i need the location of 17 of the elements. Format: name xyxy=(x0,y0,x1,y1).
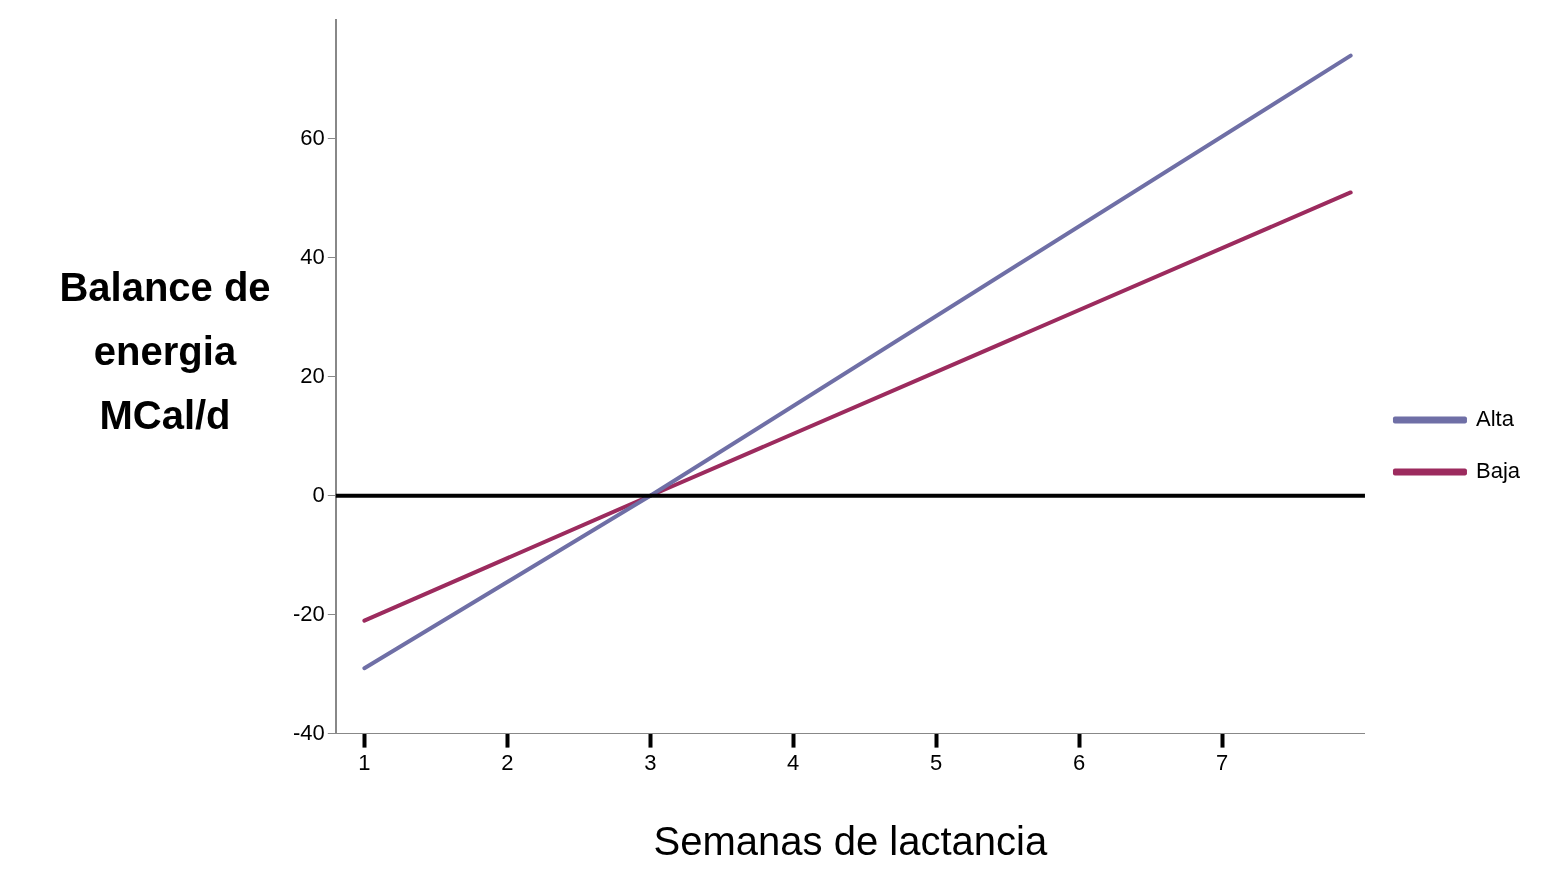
legend-label: Alta xyxy=(1475,406,1515,432)
y-axis-title: Balance de energia MCal/d xyxy=(58,264,272,439)
x-axis-title: Semanas de lactancia xyxy=(653,819,1048,864)
y-tick-label: 60 xyxy=(300,125,325,150)
y-tick-label: -40 xyxy=(293,719,325,745)
x-tick-label: 5 xyxy=(930,749,943,775)
x-tick-label: 1 xyxy=(358,749,371,775)
y-tick-label: -20 xyxy=(293,600,325,626)
x-tick-label: 7 xyxy=(1215,749,1229,775)
y-tick-label: 20 xyxy=(300,362,325,388)
x-tick-label: 2 xyxy=(501,749,514,775)
x-tick-label: 4 xyxy=(787,749,800,775)
x-tick-label: 3 xyxy=(644,749,657,775)
y-tick-label: 40 xyxy=(300,243,325,269)
y-tick-label: 0 xyxy=(312,481,325,507)
legend-label: Baja xyxy=(1475,458,1521,484)
x-tick-label: 6 xyxy=(1072,749,1086,775)
